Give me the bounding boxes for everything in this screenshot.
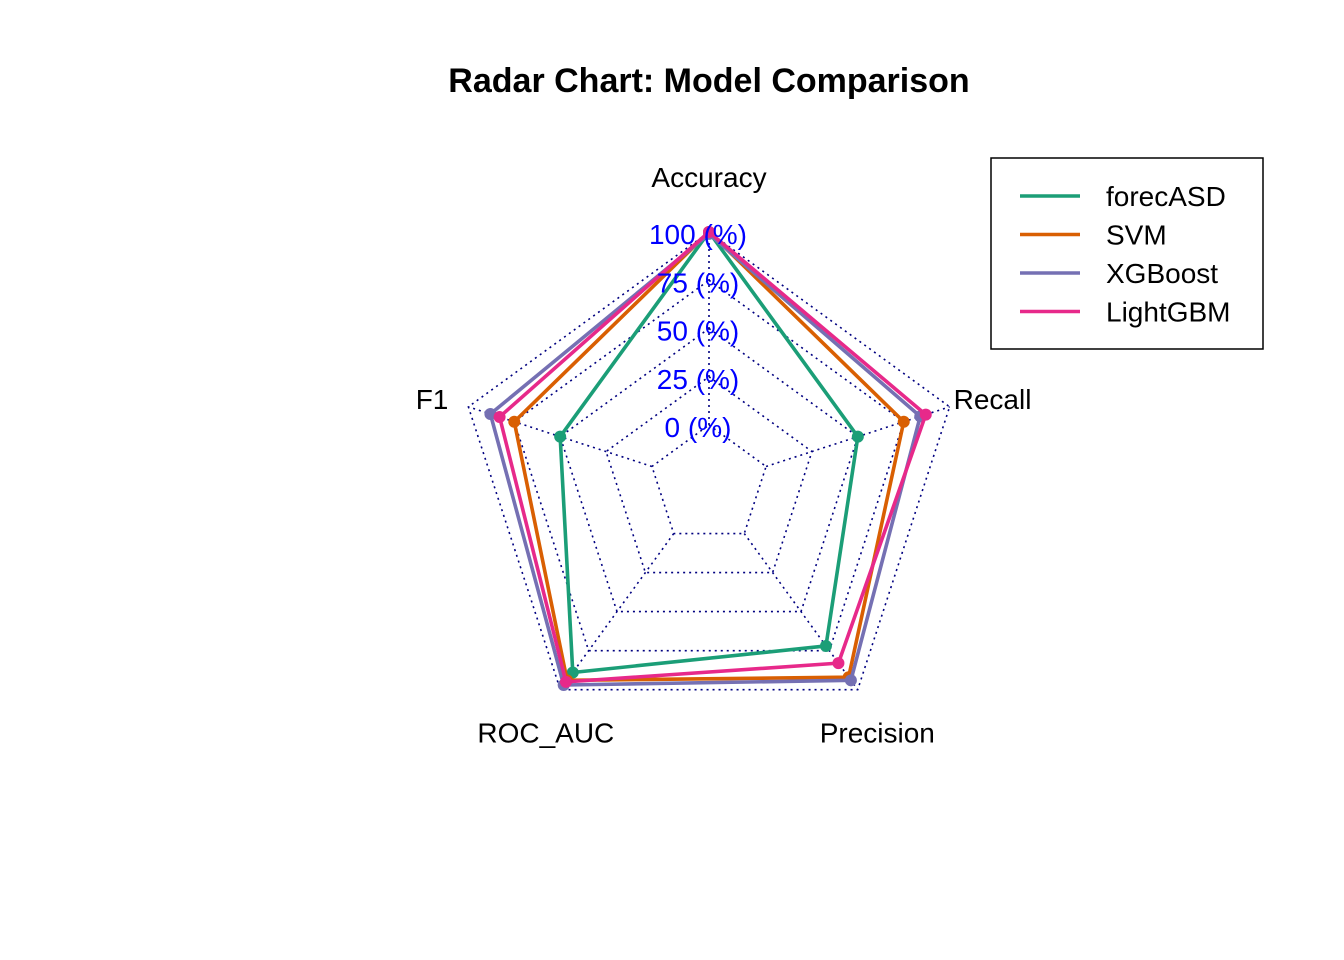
tick-label: 50 (%) — [657, 316, 739, 347]
data-point — [703, 226, 715, 238]
series-lightgbm — [493, 226, 932, 688]
legend-item: SVM — [1020, 220, 1167, 251]
tick-labels: 0 (%) 25 (%) 50 (%) 75 (%) 100 (%) — [649, 219, 747, 443]
grid-spoke — [559, 533, 675, 691]
data-point — [897, 415, 910, 428]
tick-label: 25 (%) — [657, 364, 739, 395]
grid-spoke — [743, 533, 859, 691]
axis-label-f1: F1 — [416, 384, 449, 415]
series-line — [512, 230, 906, 683]
series-line — [497, 230, 928, 684]
data-point — [819, 639, 832, 652]
legend-item: forecASD — [1020, 181, 1226, 212]
series-line — [558, 230, 860, 675]
axis-label-recall: Recall — [954, 384, 1032, 415]
data-point — [844, 674, 857, 687]
grid-ring — [513, 279, 905, 652]
legend: forecASD SVM XGBoost LightGBM — [990, 157, 1264, 350]
series-line — [488, 232, 923, 687]
legend-label: forecASD — [1106, 181, 1226, 212]
legend-label: LightGBM — [1106, 297, 1231, 328]
data-point — [484, 407, 497, 420]
legend-box — [990, 157, 1264, 350]
axis-label-accuracy: Accuracy — [651, 162, 766, 193]
data-point — [851, 430, 864, 443]
data-point — [919, 408, 932, 421]
axis-label-precision: Precision — [820, 718, 935, 749]
grid-ring — [605, 375, 813, 574]
data-point — [559, 675, 572, 688]
series-layer — [484, 226, 932, 691]
legend-label: SVM — [1106, 220, 1167, 251]
data-point — [554, 430, 567, 443]
legend-item: LightGBM — [1020, 297, 1231, 328]
chart-title: Radar Chart: Model Comparison — [448, 62, 969, 100]
tick-label: 75 (%) — [657, 267, 739, 298]
tick-label: 0 (%) — [665, 412, 732, 443]
legend-item: XGBoost — [1020, 258, 1218, 289]
radar-grid — [467, 231, 951, 691]
legend-label: XGBoost — [1106, 258, 1218, 289]
axis-labels: Accuracy Recall Precision ROC_AUC F1 — [416, 162, 1032, 749]
axis-label-roc-auc: ROC_AUC — [477, 718, 614, 749]
grid-ring — [467, 231, 951, 691]
data-point — [508, 415, 521, 428]
data-point — [832, 657, 845, 670]
tick-label: 100 (%) — [649, 219, 747, 250]
data-point — [493, 410, 506, 423]
